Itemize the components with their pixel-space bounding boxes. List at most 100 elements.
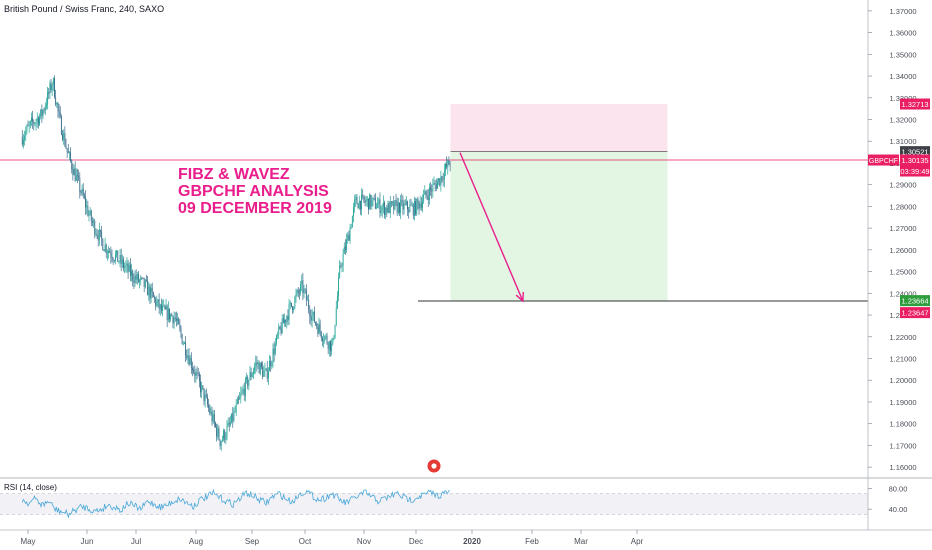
time-tick-label: 2020 [463,537,481,546]
candle-body [109,251,111,253]
candle-body [196,372,198,374]
candle-body [70,152,72,161]
candle-body [174,317,176,319]
candle-body [179,324,181,329]
candle-body [42,110,44,117]
time-tick-label: Nov [357,537,371,546]
candle-body [95,233,97,235]
candle-body [356,196,358,204]
candle-body [197,373,199,375]
candle-body [52,78,54,85]
current-price-box [900,154,930,177]
price-tick-label: 1.28000 [889,202,916,211]
candle-body [344,246,346,250]
candle-body [349,227,351,241]
candle-body [85,197,86,208]
candle-body [91,221,93,223]
candle-body [175,318,177,321]
candle-body [146,280,147,281]
candle-body [177,318,178,321]
candle-body [410,204,412,206]
candle-body [206,396,208,405]
candle-body [166,306,168,321]
candle-body [415,201,417,215]
candle-body [401,199,403,201]
candle-body [432,184,434,192]
candle-body [64,133,66,146]
candle-body [370,194,372,207]
candle-body [102,239,104,250]
candle-body [213,414,215,423]
candle-body [327,343,329,350]
price-tick-label: 1.36000 [889,29,916,38]
candle-body [172,316,174,324]
candle-body [183,342,185,344]
candle-body [334,324,336,338]
candle-body [148,286,150,296]
candle-body [108,251,109,253]
candle-body [448,160,450,165]
candle-body [51,84,53,91]
candle-body [423,194,425,202]
candle-body [274,343,276,355]
candle-body [402,200,404,210]
candle-body [195,372,197,376]
candle-body [147,280,149,296]
price-tick-label: 1.24000 [889,289,916,298]
candle-body [262,367,264,377]
candle-body [34,123,36,125]
trade-arrow [427,152,524,473]
candle-body [224,430,226,440]
candle-body [58,110,60,112]
candle-body [218,428,220,440]
candle-body [330,341,331,352]
annotation-line-3: 09 DECEMBER 2019 [178,200,332,217]
candle-body [39,116,40,125]
candle-body [381,206,383,211]
candle-body [447,160,449,168]
candle-body [111,256,113,259]
candle-body [384,202,385,215]
annotation-text: FIBZ & WAVEZ GBPCHF ANALYSIS 09 DECEMBER… [178,166,332,217]
candle-body [149,286,151,299]
candle-body [181,334,183,345]
candle-body [310,316,312,321]
candle-body [75,175,77,181]
candle-body [318,323,320,334]
candle-body [110,252,112,257]
candle-body [388,203,390,214]
candle-body [267,371,269,379]
candle-body [252,371,254,375]
candle-body [48,91,50,94]
candle-body [139,280,141,282]
candle-body [372,197,374,200]
level-lines [0,159,868,302]
time-tick-label: May [20,537,35,546]
candle-body [33,121,35,124]
candle-body [160,304,162,311]
candle-body [285,319,287,323]
countdown-label: 03:39:49 [900,167,929,176]
candle-body [301,280,303,285]
candle-body [405,201,407,205]
candle-body [265,368,267,370]
candle-body [202,385,204,389]
entry-price-label: 1.30521 [901,148,928,157]
candle-body [377,204,379,208]
candle-body [328,341,330,350]
candle-body [319,323,321,332]
candle-body [31,117,32,122]
candle-body [227,422,229,427]
target-zone [450,151,668,301]
candle-body [354,200,356,208]
rsi-line [21,488,450,519]
candle-body [79,177,81,192]
candle-body [26,125,28,132]
candle-body [304,289,306,291]
price-tick-label: 1.17000 [889,441,916,450]
candle-body [393,201,395,210]
candle-body [263,371,265,377]
